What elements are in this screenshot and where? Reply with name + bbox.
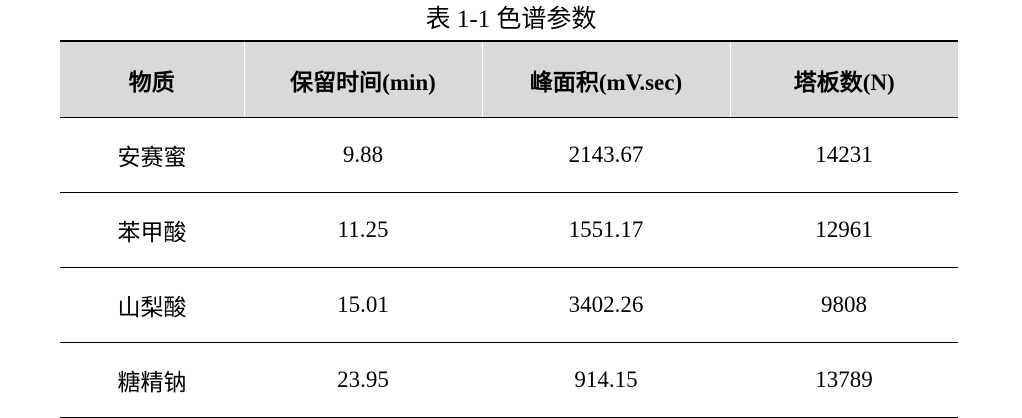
cell-plate-number: 12961 <box>730 192 958 268</box>
cell-substance: 安赛蜜 <box>60 117 244 193</box>
table-caption: 表 1-1 色谱参数 <box>425 6 597 33</box>
cell-peak-area: 2143.67 <box>482 117 730 193</box>
header-substance: 物质 <box>60 40 244 118</box>
cell-retention-time: 9.88 <box>244 117 482 193</box>
cell-retention-time: 11.25 <box>244 192 482 268</box>
cell-substance: 苯甲酸 <box>60 192 244 268</box>
cell-peak-area: 1551.17 <box>482 192 730 268</box>
cell-peak-area: 3402.26 <box>482 267 730 343</box>
header-row: 物质 保留时间(min) 峰面积(mV.sec) 塔板数(N) <box>60 40 958 118</box>
header-retention-time: 保留时间(min) <box>243 40 482 118</box>
header-peak-area: 峰面积(mV.sec) <box>481 40 730 118</box>
table-row: 糖精钠 23.95 914.15 13789 <box>60 342 958 418</box>
cell-retention-time: 15.01 <box>244 267 482 343</box>
table-row: 山梨酸 15.01 3402.26 9808 <box>60 267 958 343</box>
cell-peak-area: 914.15 <box>482 342 730 418</box>
cell-plate-number: 9808 <box>730 267 958 343</box>
cell-plate-number: 14231 <box>730 117 958 193</box>
cell-substance: 山梨酸 <box>60 267 244 343</box>
header-plate-number: 塔板数(N) <box>729 40 958 118</box>
table-row: 苯甲酸 11.25 1551.17 12961 <box>60 192 958 268</box>
cell-substance: 糖精钠 <box>60 342 244 418</box>
cell-retention-time: 23.95 <box>244 342 482 418</box>
table-row: 安赛蜜 9.88 2143.67 14231 <box>60 117 958 193</box>
chromatography-table: 物质 保留时间(min) 峰面积(mV.sec) 塔板数(N) 安赛蜜 9.88 2… <box>60 40 958 418</box>
cell-plate-number: 13789 <box>730 342 958 418</box>
